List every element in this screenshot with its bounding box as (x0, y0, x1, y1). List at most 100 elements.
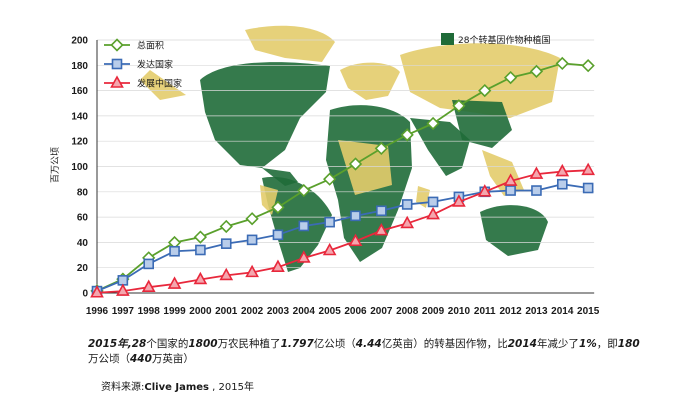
data-point (219, 219, 233, 234)
x-tick-label: 2002 (241, 306, 264, 317)
y-tick-label: 100 (71, 162, 88, 173)
data-point (400, 215, 415, 229)
gm-crop-area-chart: 0 20 40 60 80 100 120 140 160 180 200 1996 1997 1998 1… (50, 25, 600, 318)
legend-label: 总面积 (137, 40, 164, 52)
x-tick-label: 2003 (267, 306, 290, 317)
y-tick-label: 140 (71, 111, 88, 122)
data-point (143, 258, 154, 270)
data-point (169, 245, 180, 257)
x-tick-label: 2008 (396, 306, 419, 317)
data-point (401, 199, 413, 210)
legend-marker (111, 58, 123, 70)
map-legend-label: 28个转基因作物种植国 (458, 34, 550, 46)
china-shape (452, 100, 512, 148)
x-tick-label: 1996 (86, 306, 109, 317)
legend-label: 发达国家 (137, 59, 173, 71)
data-point (297, 183, 311, 198)
y-tick-label: 120 (71, 137, 88, 148)
data-point (529, 64, 544, 79)
x-tick-label: 2012 (499, 306, 522, 317)
alaska-shape (140, 70, 186, 100)
data-point (323, 172, 337, 186)
legend-marker (110, 38, 124, 52)
data-point (452, 99, 466, 113)
y-tick-label: 0 (82, 289, 88, 300)
x-tick-label: 1998 (138, 306, 161, 317)
data-point (141, 279, 156, 292)
data-point (505, 185, 516, 196)
data-point (195, 244, 206, 256)
data-point (322, 242, 337, 256)
data-point (581, 162, 596, 176)
x-tick-label: 2011 (474, 306, 496, 317)
data-point (374, 141, 388, 156)
caption-part: 4.44 (355, 338, 382, 350)
legend-label: 发展中国家 (137, 78, 182, 90)
data-point (376, 205, 387, 217)
data-point (115, 283, 130, 296)
caption-part: 万公顷（ (88, 353, 130, 365)
data-point (219, 267, 234, 281)
data-point (245, 264, 259, 278)
south-america-shape (262, 176, 332, 272)
data-point (427, 196, 439, 208)
y-tick-label: 80 (77, 187, 89, 198)
chart-caption: 2015年,28个国家的1800万农民种植了1.797亿公顷（4.44亿英亩）的… (88, 337, 648, 367)
map-legend: 28个转基因作物种植国 (441, 33, 550, 46)
data-point (348, 233, 363, 247)
caption-part: 1.797 (280, 338, 314, 350)
map-legend-swatch (441, 33, 454, 45)
source-suffix: , 2015年 (208, 382, 254, 393)
data-point (581, 59, 595, 73)
x-tick-label: 1997 (112, 306, 135, 317)
x-tick-label: 2000 (189, 306, 212, 317)
north-america-shape (200, 62, 330, 168)
data-point (246, 234, 258, 246)
source-prefix: 资料来源: (101, 382, 145, 393)
x-tick-label: 2013 (525, 306, 548, 317)
y-tick-label: 200 (71, 36, 88, 47)
data-point (324, 216, 335, 228)
data-point (582, 182, 594, 194)
data-point (220, 238, 232, 249)
data-point (348, 157, 363, 171)
data-point (426, 116, 440, 131)
data-point (193, 271, 208, 285)
x-tick-label: 2014 (551, 306, 574, 317)
x-tick-label: 2009 (422, 306, 445, 317)
data-point (298, 220, 310, 232)
caption-part: 440 (130, 353, 152, 365)
data-point (477, 184, 492, 197)
source-name: Clive James (144, 382, 209, 393)
legend-marker (110, 75, 124, 88)
x-tick-label: 2006 (344, 306, 367, 317)
caption-part: 年减少了 (536, 338, 579, 350)
y-tick-label: 180 (71, 61, 88, 72)
chart-axes: 0 20 40 60 80 100 120 140 160 180 200 1996 1997 1998 1… (71, 36, 599, 318)
data-point (350, 210, 361, 222)
caption-part: 万英亩） (151, 353, 194, 365)
middle-east-india-shape (410, 118, 470, 176)
x-tick-label: 2004 (293, 306, 316, 317)
data-point (193, 230, 208, 244)
data-point (272, 229, 284, 241)
caption-part: 万农民种植了 (217, 338, 281, 350)
caption-part: 2014 (507, 338, 537, 350)
data-point (400, 128, 414, 142)
data-point (90, 285, 104, 298)
caption-part: 亿公顷（ (313, 338, 356, 350)
source-note: 资料来源:Clive James , 2015年 (101, 378, 254, 393)
y-tick-label: 60 (77, 213, 89, 224)
data-point (503, 70, 518, 85)
caption-part: 个国家的 (146, 338, 189, 350)
europe-shape (340, 62, 400, 100)
y-tick-label: 40 (77, 238, 89, 249)
x-tick-label: 2015 (577, 306, 600, 317)
data-point (529, 166, 544, 179)
y-tick-label: 160 (71, 86, 88, 97)
caption-part: 1% (578, 338, 597, 350)
caption-part: ，即 (596, 338, 618, 350)
data-point (167, 276, 182, 289)
data-point (271, 259, 285, 272)
